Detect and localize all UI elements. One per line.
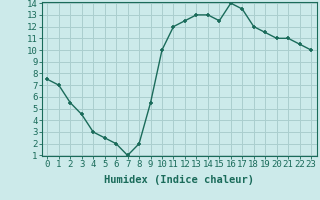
X-axis label: Humidex (Indice chaleur): Humidex (Indice chaleur): [104, 175, 254, 185]
